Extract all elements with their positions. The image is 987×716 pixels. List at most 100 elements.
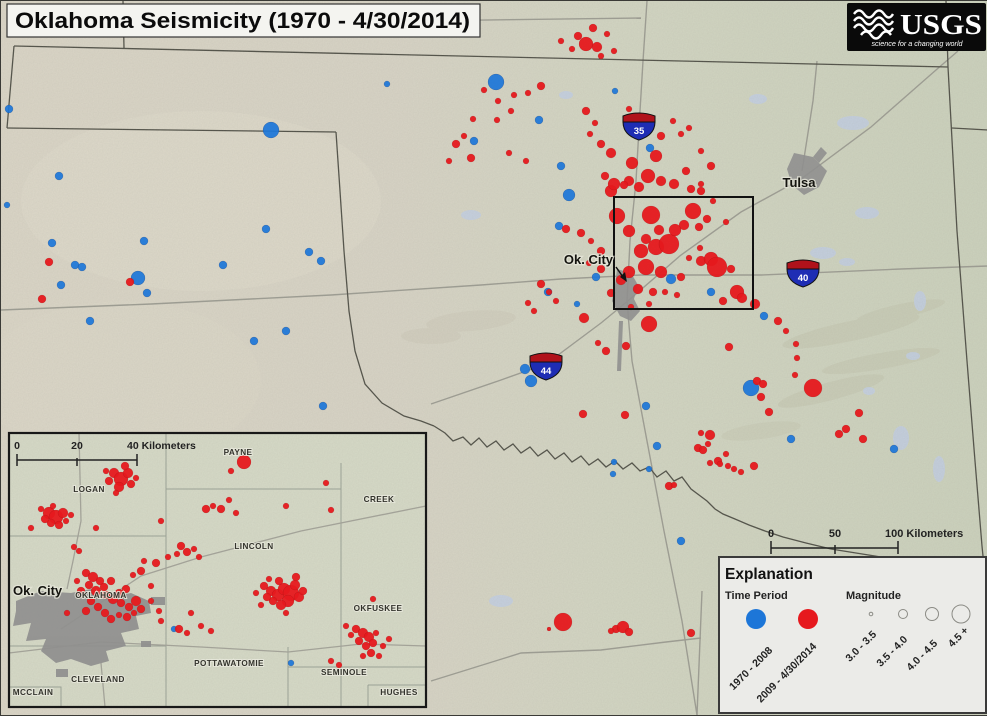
legend-heading: Explanation [725, 566, 813, 583]
quake-dot-2009-2014 [75, 547, 83, 555]
quake-dot-1970-2008 [534, 115, 544, 125]
quake-dot-2009-2014 [576, 228, 586, 238]
quake-dot-2009-2014 [347, 631, 355, 639]
earthquake-dots-inset [27, 454, 393, 669]
quake-dot-2009-2014 [130, 595, 142, 607]
quake-dot-2009-2014 [361, 641, 371, 651]
quake-dot-2009-2014 [669, 117, 677, 125]
quake-dot-2009-2014 [706, 161, 716, 171]
quake-dot-2009-2014 [536, 81, 546, 91]
quake-dot-2009-2014 [129, 571, 137, 579]
quake-dot-1970-2008 [573, 300, 581, 308]
quake-dot-2009-2014 [678, 219, 690, 231]
interstate-shield-44: 44 [529, 352, 563, 381]
quake-dot-2009-2014 [494, 97, 502, 105]
quake-dot-2009-2014 [633, 243, 649, 259]
interstate-number: 40 [798, 273, 809, 284]
quake-dot-2009-2014 [49, 502, 57, 510]
quake-dot-2009-2014 [620, 410, 630, 420]
inset-scalebar: 0 20 40 Kilometers [14, 440, 196, 466]
quake-dot-2009-2014 [81, 606, 91, 616]
quake-dot-2009-2014 [597, 52, 605, 60]
quake-dot-2009-2014 [445, 157, 453, 165]
quake-dot-1970-2008 [261, 224, 271, 234]
quake-dot-2009-2014 [619, 180, 629, 190]
quake-dot-2009-2014 [70, 543, 78, 551]
quake-dot-2009-2014 [155, 607, 163, 615]
quake-dot-1970-2008 [287, 659, 295, 667]
quake-dot-2009-2014 [209, 502, 217, 510]
quake-dot-2009-2014 [716, 460, 724, 468]
quake-dot-2009-2014 [372, 629, 380, 637]
quake-dot-2009-2014 [706, 256, 728, 278]
quake-dot-2009-2014 [259, 581, 269, 591]
quake-dot-1970-2008 [609, 470, 617, 478]
quake-dot-2009-2014 [686, 628, 696, 638]
quake-dot-1970-2008 [591, 272, 601, 282]
quake-dot-2009-2014 [147, 582, 155, 590]
quake-dot-2009-2014 [545, 288, 553, 296]
quake-dot-2009-2014 [375, 652, 383, 660]
quake-dot-2009-2014 [709, 197, 717, 205]
quake-dot-2009-2014 [157, 517, 165, 525]
quake-dot-1970-2008 [786, 434, 796, 444]
interstate-shields: 35 44 40 [529, 112, 820, 381]
quake-dot-2009-2014 [704, 429, 716, 441]
quake-dot-2009-2014 [581, 106, 591, 116]
county-label: CREEK [364, 495, 395, 504]
map-title-box: Oklahoma Seismicity (1970 - 4/30/2014) [6, 3, 481, 38]
quake-dot-2009-2014 [685, 124, 693, 132]
quake-dot-1970-2008 [706, 287, 716, 297]
county-label: OKLAHOMA [75, 591, 126, 600]
quake-dot-2009-2014 [510, 91, 518, 99]
quake-dot-1970-2008 [4, 104, 14, 114]
quake-dot-2009-2014 [637, 258, 655, 276]
quake-dot-2009-2014 [568, 45, 576, 53]
quake-dot-1970-2008 [262, 121, 280, 139]
quake-dot-2009-2014 [791, 371, 799, 379]
quake-dot-2009-2014 [40, 514, 50, 524]
quake-dot-2009-2014 [622, 224, 636, 238]
quake-dot-1970-2008 [562, 188, 576, 202]
quake-dot-2009-2014 [596, 246, 606, 256]
quake-dot-2009-2014 [252, 589, 260, 597]
quake-dot-2009-2014 [342, 622, 350, 630]
quake-dot-2009-2014 [182, 547, 192, 557]
quake-dot-1970-2008 [759, 311, 769, 321]
quake-dot-1970-2008 [218, 260, 228, 270]
county-labels: PAYNE LOGAN CREEK LINCOLN OKLAHOMA OKFUSKEE PO… [12, 447, 419, 698]
quake-dot-1970-2008 [85, 316, 95, 326]
quake-dot-2009-2014 [706, 459, 714, 467]
quake-dot-2009-2014 [366, 648, 376, 658]
county-label: OKFUSKEE [354, 604, 403, 613]
quake-dot-2009-2014 [236, 454, 252, 470]
quake-dot-2009-2014 [90, 585, 102, 597]
quake-dot-2009-2014 [591, 119, 599, 127]
quake-dot-1970-2008 [304, 247, 314, 257]
quake-dot-2009-2014 [291, 572, 301, 582]
legend-magnitude-label: Magnitude [846, 590, 901, 602]
quake-dot-2009-2014 [600, 171, 610, 181]
quake-dot-2009-2014 [298, 586, 308, 596]
interstate-number: 35 [634, 126, 645, 137]
quake-dot-2009-2014 [608, 207, 626, 225]
quake-dot-2009-2014 [698, 445, 708, 455]
quake-dot-2009-2014 [140, 557, 148, 565]
quake-dot-2009-2014 [530, 307, 538, 315]
inset-scalebar-label: 40 Kilometers [127, 440, 196, 452]
legend-magnitude-circle [868, 611, 874, 617]
quake-dot-2009-2014 [225, 496, 233, 504]
quake-dot-2009-2014 [694, 222, 704, 232]
usgs-logo: USGS science for a changing world [847, 3, 986, 51]
quake-dot-2009-2014 [586, 130, 594, 138]
quake-dot-1970-2008 [249, 336, 259, 346]
quake-dot-2009-2014 [368, 638, 378, 648]
quake-dot-2009-2014 [174, 624, 184, 634]
quake-dot-2009-2014 [104, 476, 114, 486]
quake-dot-2009-2014 [764, 407, 774, 417]
quake-dot-1970-2008 [281, 326, 291, 336]
quake-dot-2009-2014 [697, 429, 705, 437]
quake-dot-2009-2014 [588, 23, 598, 33]
quake-dot-2009-2014 [113, 481, 125, 493]
inset-scalebar-label: 20 [71, 440, 83, 452]
